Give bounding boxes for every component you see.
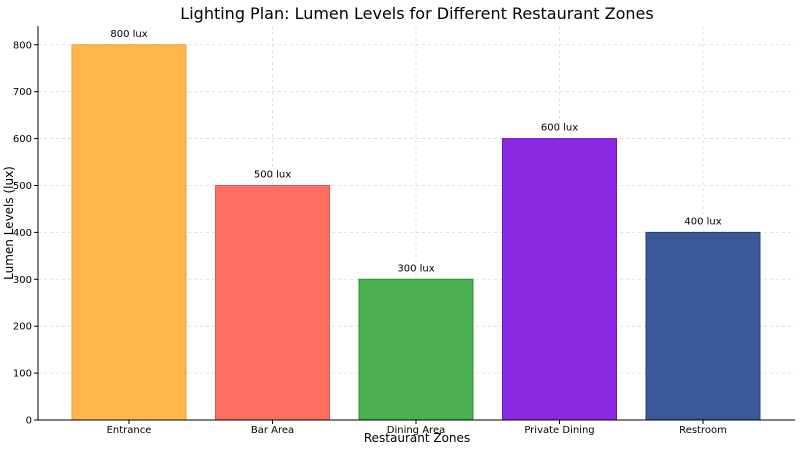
label-layer: 800 lux 500 lux 300 lux 600 lux 400 lux	[110, 29, 721, 275]
y-axis-label: Lumen Levels (lux)	[2, 166, 16, 280]
data-label: 600 lux	[541, 123, 578, 134]
bar-private-dining	[502, 138, 617, 421]
y-tick-label: 0	[26, 416, 32, 427]
bar-entrance	[71, 44, 187, 421]
x-tick-label: Restroom	[679, 425, 727, 436]
x-axis-label: Restaurant Zones	[364, 431, 470, 445]
y-tick-label: 200	[13, 322, 32, 333]
data-label: 400 lux	[684, 216, 721, 227]
y-tick-label: 500	[13, 181, 32, 192]
y-tick-label: 300	[13, 275, 32, 286]
x-tick-label: Entrance	[107, 425, 152, 436]
bar-dining-area	[358, 278, 474, 421]
x-tick-label: Private Dining	[524, 425, 594, 436]
chart-title: Lighting Plan: Lumen Levels for Differen…	[180, 4, 653, 23]
y-tick-label: 600	[13, 134, 32, 145]
bar-restroom	[645, 231, 761, 421]
tick-layer: 0 100 200 300 400 500 600 700 800 Entrance Bar Are…	[13, 40, 727, 436]
y-tick-label: 800	[13, 40, 32, 51]
data-label: 300 lux	[397, 263, 434, 274]
x-tick-label: Dining Area	[387, 425, 445, 436]
data-label: 500 lux	[254, 169, 291, 180]
y-tick-label: 100	[13, 369, 32, 380]
data-label: 800 lux	[110, 29, 147, 40]
y-tick-label: 700	[13, 87, 32, 98]
x-tick-label: Bar Area	[251, 425, 294, 436]
bar-bar-area	[215, 184, 330, 421]
bar-layer	[71, 44, 761, 421]
y-tick-label: 400	[13, 228, 32, 239]
